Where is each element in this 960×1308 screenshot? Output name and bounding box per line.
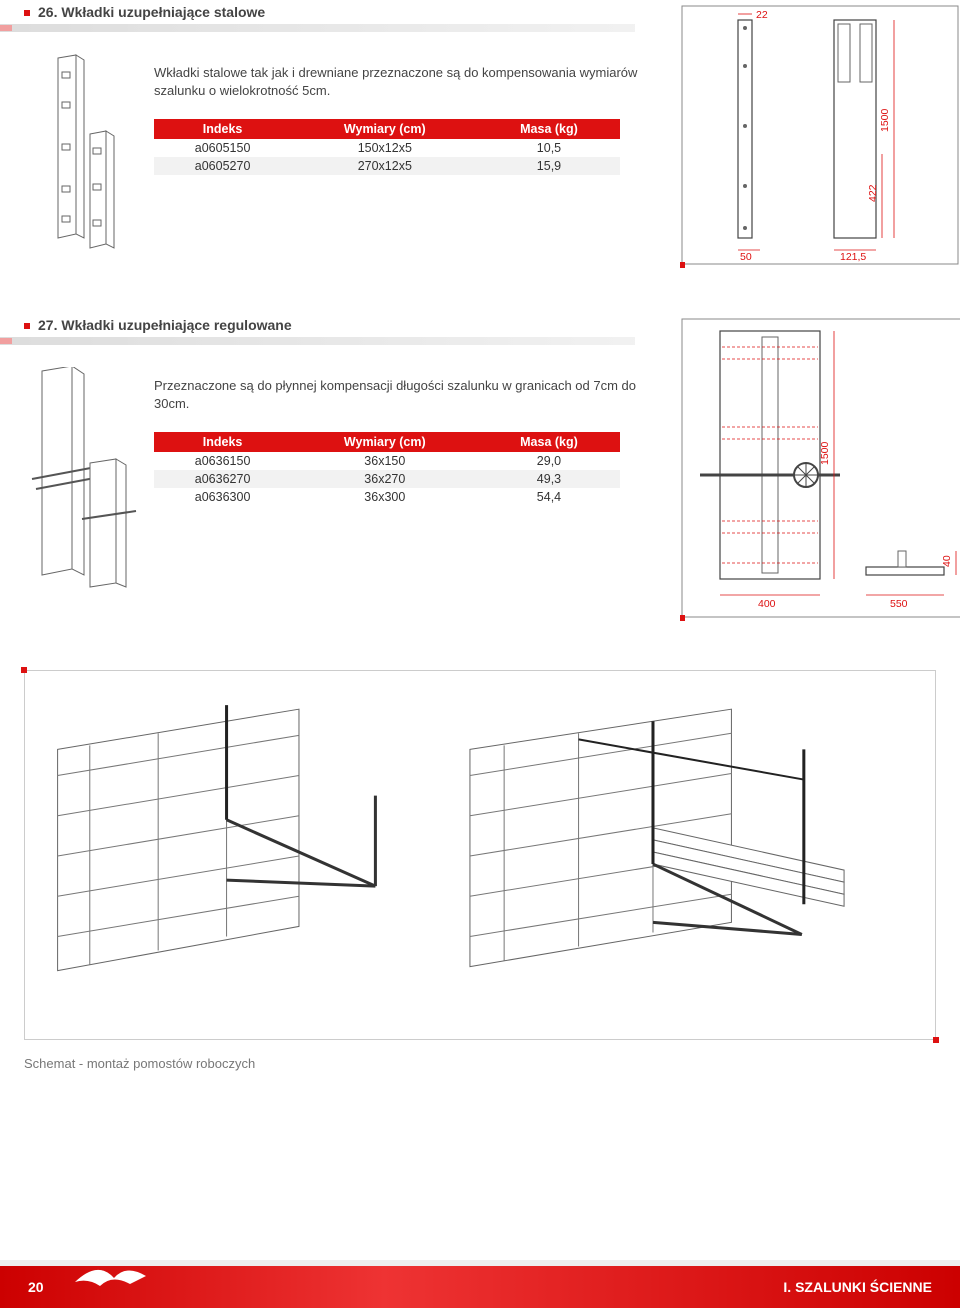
section-27-isometric — [24, 357, 144, 640]
table-row: a0636270 36x270 49,3 — [154, 470, 620, 488]
bullet-icon — [24, 323, 30, 329]
dim-1500: 1500 — [879, 108, 891, 132]
section-27-title-text: 27. Wkładki uzupełniające regulowane — [38, 317, 292, 333]
th-masa: Masa (kg) — [478, 119, 619, 139]
section-underline — [0, 337, 635, 345]
dim-22: 22 — [756, 9, 768, 21]
section-26-title-text: 26. Wkładki uzupełniające stalowe — [38, 4, 265, 20]
chapter-label: I. SZALUNKI ŚCIENNE — [783, 1279, 932, 1295]
th-indeks: Indeks — [154, 119, 291, 139]
section-26-isometric — [24, 44, 144, 287]
th-wymiary: Wymiary (cm) — [291, 432, 478, 452]
table-row: a0605150 150x12x5 10,5 — [154, 139, 620, 157]
section-26-drawing: 22 1500 422 50 121,5 — [680, 4, 960, 287]
page-number: 20 — [28, 1279, 44, 1295]
table-row: a0636300 36x300 54,4 — [154, 488, 620, 506]
logo-icon — [70, 1254, 150, 1294]
section-26-table: Indeks Wymiary (cm) Masa (kg) a0605150 1… — [154, 119, 620, 175]
th-masa: Masa (kg) — [478, 432, 619, 452]
section-underline — [0, 24, 635, 32]
dim-1215: 121,5 — [840, 251, 866, 263]
section-27-drawing: 1500 400 550 40 — [680, 317, 960, 640]
section-27-content: Przeznaczone są do płynnej kompensacji d… — [0, 357, 960, 640]
dim-550: 550 — [890, 598, 908, 610]
th-indeks: Indeks — [154, 432, 291, 452]
dim-40: 40 — [941, 555, 953, 567]
assembly-diagram — [24, 670, 936, 1040]
page-footer: 20 I. SZALUNKI ŚCIENNE — [0, 1266, 960, 1308]
section-26-description: Wkładki stalowe tak jak i drewniane prze… — [154, 64, 660, 99]
section-27-description: Przeznaczone są do płynnej kompensacji d… — [154, 377, 660, 412]
bullet-icon — [24, 10, 30, 16]
dim-1500: 1500 — [819, 441, 831, 465]
dim-50: 50 — [740, 251, 752, 263]
assembly-caption: Schemat - montaż pomostów roboczych — [0, 1050, 960, 1071]
table-row: a0636150 36x150 29,0 — [154, 452, 620, 470]
table-row: a0605270 270x12x5 15,9 — [154, 157, 620, 175]
dim-400: 400 — [758, 598, 776, 610]
section-26-content: Wkładki stalowe tak jak i drewniane prze… — [0, 44, 960, 287]
th-wymiary: Wymiary (cm) — [291, 119, 478, 139]
dim-422: 422 — [867, 184, 879, 202]
section-27-table: Indeks Wymiary (cm) Masa (kg) a0636150 3… — [154, 432, 620, 506]
